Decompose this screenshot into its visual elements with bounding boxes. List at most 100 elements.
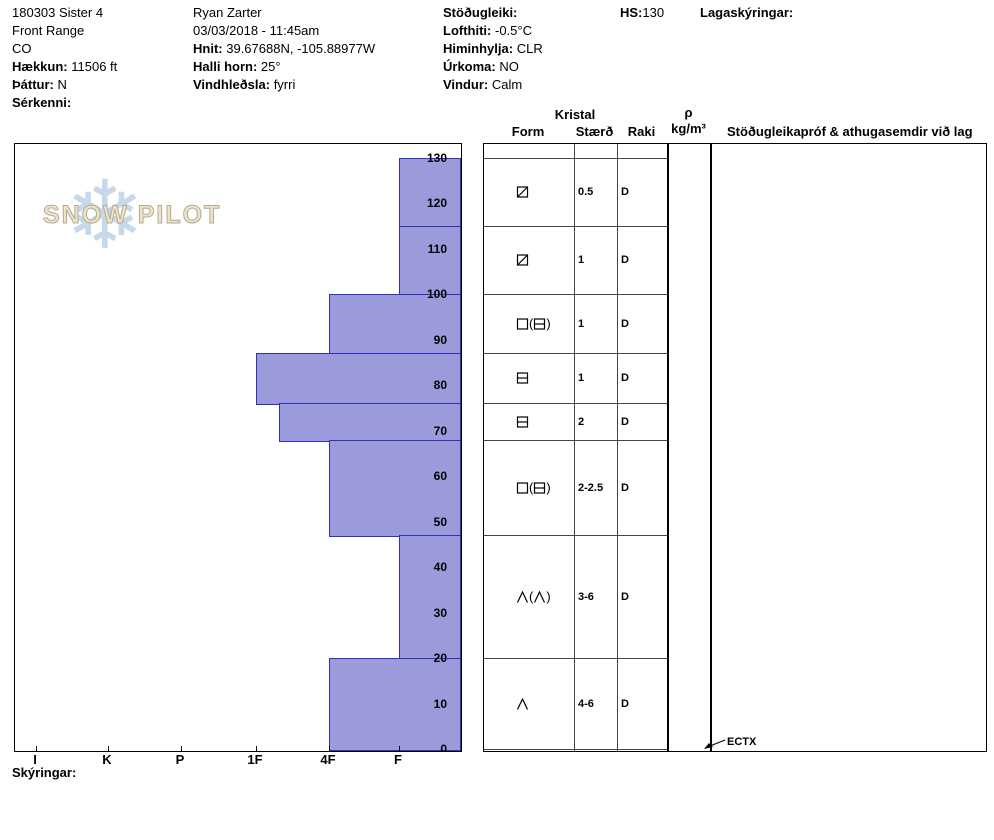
wetness-cell: D xyxy=(621,317,629,330)
grain-form-cell xyxy=(484,403,606,439)
depth-tick-label: 70 xyxy=(433,423,447,438)
axis-tick xyxy=(399,746,400,751)
features-line: Sérkenni: xyxy=(12,94,117,112)
stability-line: Stöðugleiki: xyxy=(443,4,543,22)
hs-value: 130 xyxy=(642,5,665,20)
axis-tick xyxy=(181,746,182,751)
grain-size-cell: 4-6 xyxy=(578,697,594,710)
crystal-row: 4-6 D xyxy=(484,658,668,750)
depth-tick-label: 0 xyxy=(440,742,447,752)
grain-size-cell: 2 xyxy=(578,415,585,428)
depth-tick-label: 20 xyxy=(433,651,447,666)
observer-name: Ryan Zarter xyxy=(193,5,262,20)
sky-cover-label: Himinhylja: xyxy=(443,41,514,56)
grain-form-cell xyxy=(484,353,606,403)
hardness-tick-label: 4F xyxy=(320,752,336,767)
grain-size-cell: 1 xyxy=(578,254,585,267)
tests-column-header: Stöðugleikapróf & athugasemdir við lag xyxy=(727,124,973,139)
stability-test-result: ECTX xyxy=(727,736,757,748)
size-column-header: Stærð xyxy=(575,124,614,139)
wind-loading-label: Vindhleðsla: xyxy=(193,77,271,92)
precip-label: Úrkoma: xyxy=(443,59,496,74)
aspect-label: Þáttur: xyxy=(12,77,54,92)
slope-angle-value: 25° xyxy=(260,59,281,74)
grain-size-cell: 2-2.5 xyxy=(578,481,604,494)
crystal-row: 0.5 D xyxy=(484,158,668,228)
range-name: Front Range xyxy=(12,23,85,38)
density-column xyxy=(667,143,712,752)
axis-tick xyxy=(36,746,37,751)
above-surface-row xyxy=(484,144,668,159)
observer-info-block: Ryan Zarter 03/03/2018 - 11:45am Hnit: 3… xyxy=(193,4,375,94)
slope-angle-line: Halli horn: 25° xyxy=(193,58,375,76)
coordinates-value: 39.67688N, -105.88977W xyxy=(226,41,376,56)
wind-label: Vindur: xyxy=(443,77,489,92)
air-temp-line: Lofthiti: -0.5°C xyxy=(443,22,543,40)
hardness-bar xyxy=(399,226,461,297)
hardness-bar xyxy=(279,403,461,442)
form-size-divider xyxy=(574,144,575,751)
coordinates-label: Hnit: xyxy=(193,41,223,56)
grain-form-cell: ( ) xyxy=(484,535,606,658)
sky-cover-value: CLR xyxy=(516,41,543,56)
depth-tick-label: 50 xyxy=(433,514,447,529)
depth-tick-label: 110 xyxy=(427,241,447,256)
hardness-bar xyxy=(399,535,461,661)
features-label: Sérkenni: xyxy=(12,95,72,110)
wetness-cell: D xyxy=(621,254,629,267)
hardness-bar xyxy=(329,439,461,538)
depth-tick-label: 80 xyxy=(433,378,447,393)
layer-notes-label: Lagaskýringar: xyxy=(700,5,794,20)
size-wetness-divider xyxy=(617,144,618,751)
axis-tick xyxy=(329,746,330,751)
hs-label: HS: xyxy=(620,5,643,20)
depth-tick-label: 10 xyxy=(433,696,447,711)
sky-cover-line: Himinhylja: CLR xyxy=(443,40,543,58)
weather-info-block: Stöðugleiki: Lofthiti: -0.5°C Himinhylja… xyxy=(443,4,543,94)
kristal-group-header: Kristal xyxy=(554,107,596,122)
density-units-header: kg/m³ xyxy=(671,121,706,136)
grain-form-cell: ( ) xyxy=(484,440,606,535)
wetness-cell: D xyxy=(621,697,629,710)
crystal-row: ( ) 2-2.5 D xyxy=(484,440,668,537)
elevation-value: 11506 ft xyxy=(71,59,118,74)
watermark-text: SNOW PILOT xyxy=(42,201,222,230)
crystal-table: 0.5 D 1 D ( ) 1 D 1 D 2 D ( ) 2-2.5 D ( ) 3-6 D 4-6 D xyxy=(483,143,669,752)
hardness-plot: ❄ SNOW PILOT 130 120 110 100 90 80 70 60 50 40 30 2… xyxy=(14,143,462,752)
grain-form-square-hbar-icon xyxy=(534,318,546,330)
depth-tick-label: 100 xyxy=(426,287,447,302)
precip-value: NO xyxy=(499,59,519,74)
pit-datetime: 03/03/2018 - 11:45am xyxy=(193,23,320,38)
hardness-tick-label: P xyxy=(175,752,185,767)
hardness-tick-label: 1F xyxy=(247,752,263,767)
aspect-value: N xyxy=(57,77,67,92)
axis-tick xyxy=(108,746,109,751)
hardness-bar xyxy=(256,353,461,406)
wetness-cell: D xyxy=(621,186,629,199)
depth-tick-label: 40 xyxy=(433,560,447,575)
state-name: CO xyxy=(12,41,32,56)
slope-angle-label: Halli horn: xyxy=(193,59,258,74)
grain-form-square-icon xyxy=(516,481,529,494)
ectx-pointer-arrow-icon xyxy=(704,739,726,749)
aspect-line: Þáttur: N xyxy=(12,76,117,94)
grain-form-chevron-icon xyxy=(534,590,546,603)
hardness-bar xyxy=(329,658,461,751)
wetness-cell: D xyxy=(621,481,629,494)
hardness-tick-label: F xyxy=(394,752,402,767)
grain-form-cell xyxy=(484,226,606,294)
grain-size-cell: 3-6 xyxy=(578,590,594,603)
hs-line: HS:130 xyxy=(620,4,664,22)
wind-line: Vindur: Calm xyxy=(443,76,543,94)
hardness-bar xyxy=(399,158,461,229)
hardness-tick-label: K xyxy=(102,752,112,767)
snowflake-icon: ❄ xyxy=(65,163,145,269)
grain-size-cell: 1 xyxy=(578,317,585,330)
grain-form-chevron-icon xyxy=(516,697,529,710)
elevation-line: Hækkun: 11506 ft xyxy=(12,58,117,76)
tests-comments-column xyxy=(710,143,987,752)
coordinates-line: Hnit: 39.67688N, -105.88977W xyxy=(193,40,375,58)
wetness-cell: D xyxy=(621,590,629,603)
